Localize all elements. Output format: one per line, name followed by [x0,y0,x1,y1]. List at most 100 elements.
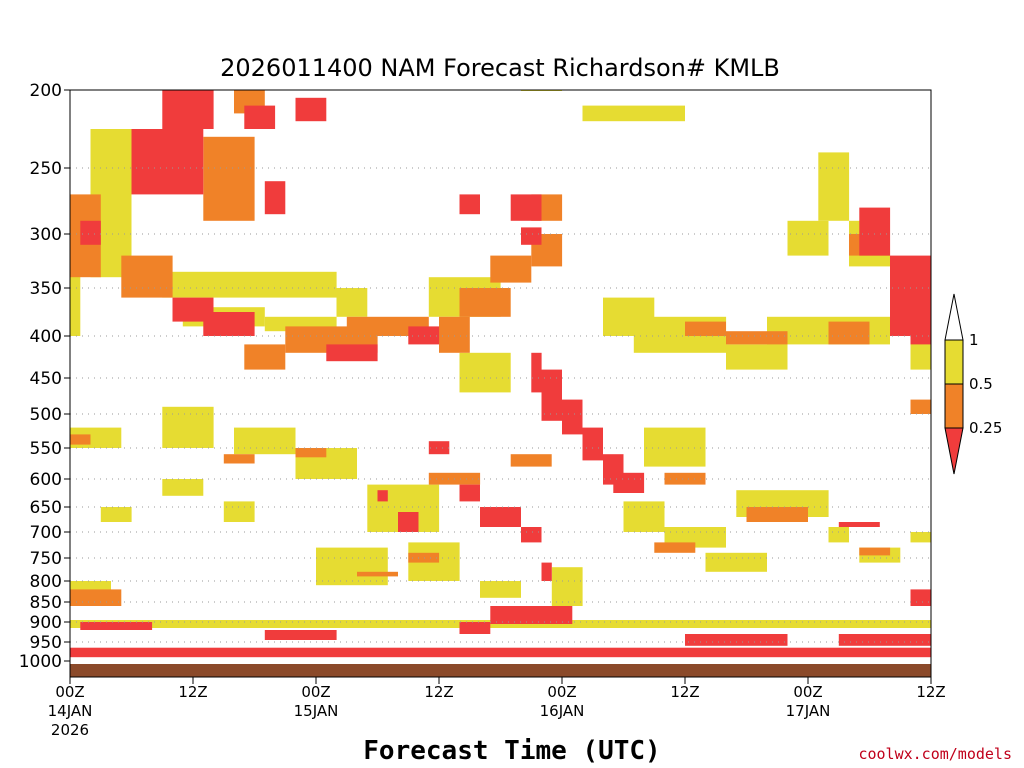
ri-cell [582,105,685,122]
ri-cell [838,634,932,646]
y-tick-label: 200 [30,81,62,101]
ri-cell [459,288,511,317]
y-tick-label: 550 [30,439,62,459]
x-tick-label: 00Z [547,683,576,701]
ri-cell [326,344,378,362]
legend-box-05-1 [944,339,964,385]
y-tick-label: 800 [30,572,62,592]
x-tick-label: 2026 [51,721,89,739]
ri-cell [162,406,214,448]
colorbar-legend: 1 0.5 0.25 [944,293,1002,475]
ri-cell [459,194,480,215]
ri-cell [70,434,91,445]
ri-cell [336,288,368,317]
series-1 [70,90,931,606]
x-axis-label: Forecast Time (UTC) [363,736,660,766]
x-tick-label: 16JAN [540,702,585,720]
series-2 [70,90,932,658]
ri-cell [787,220,829,256]
ri-cell [80,622,153,630]
ri-cell [459,622,491,634]
ri-cell [562,399,583,435]
legend-label: 1 [969,331,979,349]
chart-title: 2026011400 NAM Forecast Richardson# KMLB [220,54,780,82]
ri-cell [264,630,337,640]
y-tick-label: 900 [30,613,62,633]
ri-cell [80,220,101,245]
ri-cell [613,472,645,493]
y-tick-label: 1000 [19,652,62,672]
ri-cell [644,427,706,467]
x-tick-label: 14JAN [48,702,93,720]
ri-cell [521,227,542,245]
ri-cell [685,321,726,336]
ri-cell [459,484,480,502]
ri-cell [480,507,521,527]
surface-band [70,664,931,677]
y-axis-ticks: 200 250 300 350 400 450 500 550 600 650 700 750 8008… [19,81,70,672]
credit-text: coolwx.com/models [858,745,1012,763]
ri-cell [890,255,931,336]
ri-cell [490,606,573,624]
ri-cell [521,527,542,543]
ri-cell [295,448,327,458]
ri-cell [428,441,450,455]
x-tick-label: 00Z [793,683,822,701]
ri-cell [264,181,286,215]
ri-cell [859,207,891,256]
ri-cell [541,369,562,421]
ri-cell [746,507,808,522]
ri-cell [377,490,388,502]
ri-cell [910,532,931,543]
ri-cell [244,105,276,129]
ri-cell [910,336,931,345]
ri-cell [490,255,532,283]
ri-cell [162,271,337,298]
y-tick-label: 350 [30,279,62,299]
ri-cell [726,344,788,370]
ri-cell [510,454,552,467]
legend-over-triangle [944,293,964,341]
y-tick-label: 600 [30,470,62,490]
ri-cell [162,90,214,129]
plot-area [70,90,932,677]
ri-cell [818,152,850,221]
y-tick-label: 450 [30,369,62,389]
ri-cell [223,454,255,464]
ri-cell [726,331,788,345]
y-tick-label: 300 [30,225,62,245]
ri-cell [828,527,849,543]
x-tick-label: 17JAN [786,702,831,720]
y-tick-label: 850 [30,593,62,613]
ri-cell [910,589,931,606]
ri-cell [510,194,542,221]
x-tick-label: 12Z [670,683,699,701]
ri-cell [234,427,296,455]
ri-cell [408,326,440,345]
ri-cell [459,352,511,393]
ri-cell [162,479,204,496]
ri-cell [859,547,891,556]
ri-cell [203,136,255,221]
ri-cell [223,501,255,522]
ri-cell [541,562,552,581]
ri-cell [480,581,521,598]
y-tick-label: 500 [30,405,62,425]
y-tick-label: 700 [30,523,62,543]
legend-label: 0.25 [969,419,1002,437]
legend-box-025-05 [944,383,964,429]
y-tick-label: 750 [30,549,62,569]
ri-cell [685,634,788,646]
x-tick-label: 00Z [55,683,84,701]
y-tick-label: 400 [30,327,62,347]
ri-cell [623,501,665,532]
x-tick-label: 12Z [178,683,207,701]
ri-cell [295,97,327,122]
ri-cell [316,547,388,586]
ri-cell [705,552,767,572]
ri-cell [244,344,286,370]
ri-cell [551,567,583,606]
ri-cell [664,472,706,485]
